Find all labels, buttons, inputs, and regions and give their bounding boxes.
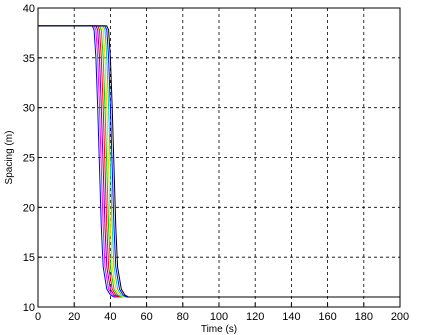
x-tick-label: 20: [68, 311, 80, 323]
y-axis-ticks: 10 15 20 25 30 35 40: [23, 3, 42, 314]
x-tick-label: 180: [355, 311, 373, 323]
series-line-8: [38, 25, 400, 298]
x-axis-ticks: 0 20 40 60 80 100 120 140 160 180 200: [35, 303, 409, 323]
x-tick-label: 40: [104, 311, 116, 323]
y-tick-label: 25: [23, 153, 35, 165]
x-axis-label: Time (s): [201, 324, 237, 335]
y-tick-label: 35: [23, 53, 35, 65]
x-tick-label: 60: [140, 311, 152, 323]
series-line-7: [38, 25, 400, 298]
series-line-1: [38, 25, 400, 298]
x-tick-label: 140: [282, 311, 300, 323]
x-tick-label: 200: [391, 311, 409, 323]
y-tick-label: 20: [23, 202, 35, 214]
series-line-3: [38, 25, 400, 298]
plot-series: [38, 25, 400, 298]
y-axis-label: Spacing (m): [4, 131, 15, 185]
x-tick-label: 0: [35, 311, 41, 323]
x-tick-label: 120: [246, 311, 264, 323]
series-line-6: [38, 25, 400, 298]
y-tick-label: 15: [23, 252, 35, 264]
grid: [38, 8, 400, 307]
y-tick-label: 40: [23, 3, 35, 15]
series-line-4: [38, 25, 400, 298]
y-tick-label: 30: [23, 103, 35, 115]
x-tick-label: 100: [210, 311, 228, 323]
series-line-9: [38, 25, 400, 298]
x-tick-label: 80: [177, 311, 189, 323]
series-line-2: [38, 25, 400, 298]
x-tick-label: 160: [318, 311, 336, 323]
y-tick-label: 10: [23, 302, 35, 314]
series-line-5: [38, 25, 400, 298]
